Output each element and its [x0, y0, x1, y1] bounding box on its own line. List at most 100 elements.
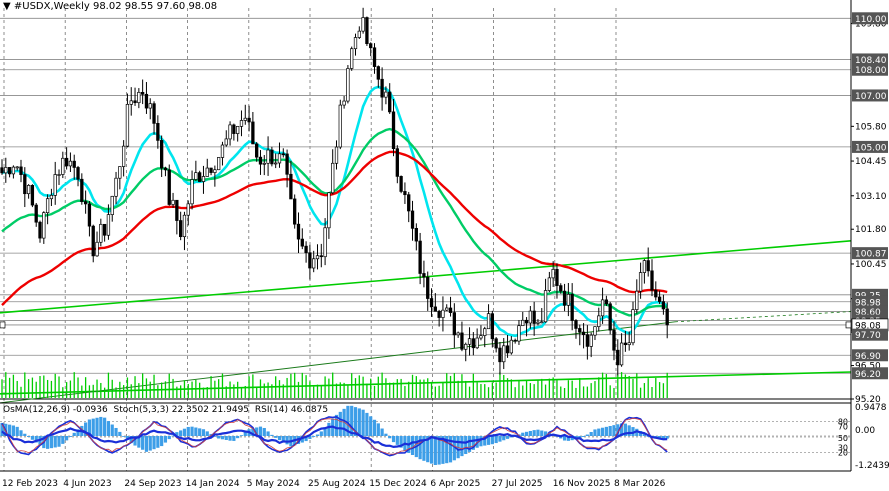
osma-label-bottom: -1.2439: [855, 461, 889, 471]
candle-body-175: [665, 308, 669, 326]
osma-bar-113: [429, 436, 434, 464]
osma-bar-80: [304, 436, 308, 442]
osma-bar-32: [122, 436, 126, 437]
candle-body-75: [285, 153, 289, 175]
candle-body-115: [437, 310, 441, 318]
osma-bar-60: [228, 436, 232, 441]
candle-body-0: [0, 167, 4, 174]
candle-body-88: [334, 146, 339, 164]
candle-body-92: [350, 48, 354, 69]
candle-body-167: [635, 290, 639, 310]
osma-bar-73: [277, 436, 282, 441]
candle-body-14: [53, 174, 57, 196]
osma-bar-30: [114, 427, 118, 436]
trend-line-lower: [0, 371, 852, 395]
x-tick-label-4: 5 May 2024: [247, 479, 300, 489]
candle-body-165: [627, 342, 631, 346]
y-tick-label-2: 104.45: [855, 157, 887, 167]
osma-bar-163: [619, 423, 624, 436]
price-tag-bg-5: [852, 247, 888, 260]
candle-body-148: [562, 290, 567, 306]
candle-body-164: [623, 342, 628, 346]
osma-bar-154: [585, 434, 589, 436]
candle-body-56: [213, 169, 217, 173]
osma-bar-117: [445, 436, 449, 464]
candle-body-132: [502, 345, 506, 363]
candle-body-86: [327, 192, 331, 229]
candles: [0, 7, 669, 376]
candle-body-139: [528, 310, 533, 324]
osma-bar-153: [581, 436, 586, 437]
time-axis: 12 Feb 2023 4 Jun 2023 24 Sep 2023 14 Jan 2…: [2, 479, 666, 489]
osma-bar-95: [361, 409, 365, 436]
osma-bar-122: [464, 436, 468, 455]
osma-bar-116: [441, 436, 445, 464]
candle-body-138: [524, 319, 529, 324]
candle-body-4: [15, 166, 19, 169]
candle-body-90: [342, 100, 346, 106]
osma-bar-94: [357, 408, 361, 436]
osma-bar-160: [608, 426, 612, 436]
dropdown-arrow-icon[interactable]: ▼: [3, 1, 11, 12]
osma-bar-63: [239, 435, 244, 437]
osma-bar-31: [118, 431, 122, 436]
osma-bar-6: [23, 433, 27, 436]
osma-bar-75: [285, 436, 289, 445]
candle-body-93: [353, 37, 358, 50]
candle-body-59: [224, 138, 228, 146]
osma-bar-33: [125, 436, 130, 440]
osma-label: OsMA(12,26,9) -0.0936: [3, 405, 108, 415]
osma-bar-123: [467, 436, 472, 452]
candle-body-21: [80, 178, 84, 202]
candle-body-60: [228, 124, 232, 140]
current-price-marker-left: [0, 321, 6, 329]
osma-bar-18: [68, 436, 73, 437]
osma-bar-56: [213, 436, 217, 437]
price-tag-10: 98.08: [855, 321, 881, 331]
candle-body-63: [239, 120, 244, 127]
price-tag-bg-4: [852, 140, 888, 153]
candle-body-108: [410, 210, 415, 229]
price-tag-0: 110.00: [855, 15, 887, 25]
candle-body-149: [566, 293, 571, 306]
candle-body-1: [4, 167, 8, 174]
osma-bar-140: [532, 430, 536, 436]
osma-bar-155: [589, 431, 593, 436]
osma-bar-54: [205, 431, 209, 436]
candle-body-122: [464, 343, 468, 350]
ma-slow-line: [1, 150, 668, 306]
candle-body-23: [87, 203, 92, 227]
rsi-line: [1, 425, 668, 449]
candle-body-32: [121, 145, 126, 167]
candle-body-158: [600, 299, 605, 317]
candle-body-18: [68, 160, 73, 167]
candle-body-35: [133, 100, 137, 104]
osma-bar-20: [76, 429, 80, 436]
osma-bar-173: [657, 436, 662, 439]
y-tick-label-8: 96.50: [855, 362, 881, 372]
candle-body-160: [608, 303, 612, 331]
osma-bar-34: [129, 436, 133, 444]
candle-body-29: [110, 195, 114, 215]
candle-body-124: [471, 338, 475, 349]
osma-bar-88: [334, 414, 339, 436]
osma-bar-47: [179, 430, 183, 436]
stoch-level-label-lower: 20: [838, 449, 848, 458]
low-value: 97.60: [156, 1, 186, 12]
price-tag-bg-1: [852, 53, 888, 66]
osma-bar-27: [103, 417, 107, 436]
osma-bar-7: [27, 436, 31, 437]
osma-bar-68: [258, 426, 263, 436]
osma-bar-15: [57, 436, 61, 447]
candle-body-28: [106, 214, 111, 236]
candle-body-74: [281, 153, 285, 156]
osma-bar-96: [365, 412, 369, 436]
candle-body-153: [581, 331, 586, 336]
osma-bar-162: [616, 424, 620, 436]
osma-bar-110: [418, 436, 422, 460]
candle-body-71: [270, 149, 274, 165]
candle-body-119: [452, 312, 456, 336]
candle-body-121: [460, 332, 464, 350]
osma-bar-99: [376, 423, 380, 436]
